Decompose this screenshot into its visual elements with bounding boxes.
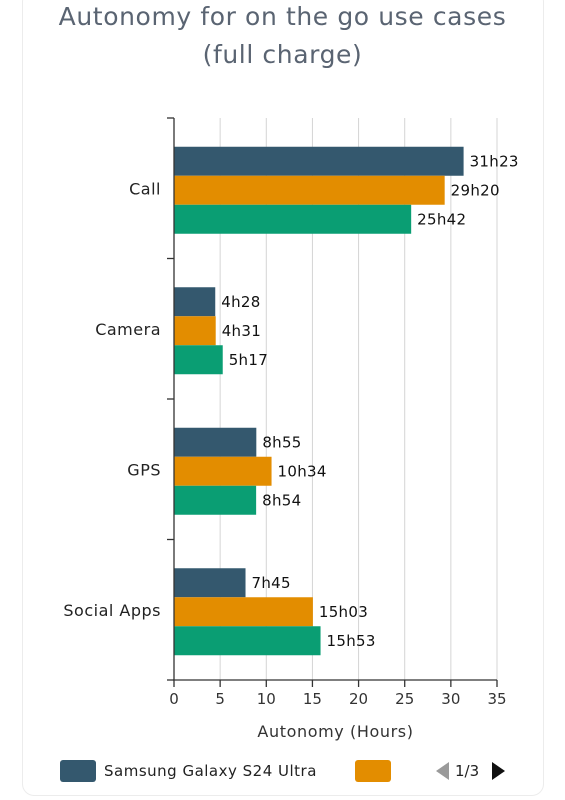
bar	[174, 146, 464, 176]
x-tick-label: 25	[395, 690, 414, 708]
bar	[174, 597, 313, 627]
data-label: 4h31	[222, 322, 261, 340]
legend-page-number: 1/3	[455, 762, 480, 780]
legend: Samsung Galaxy S24 Ultra 1/3	[60, 758, 530, 784]
bar	[174, 316, 216, 346]
category-label: Social Apps	[63, 601, 161, 620]
bar-chart: 31h23 29h20 25h42 Call 4h28 4h31 5h17 Camera 8h5…	[63, 117, 519, 741]
category-label: Call	[129, 179, 161, 198]
next-page-arrow-icon[interactable]	[492, 762, 505, 780]
bar	[174, 485, 257, 515]
x-tick-label: 5	[215, 690, 225, 708]
legend-swatch-1[interactable]	[60, 760, 96, 782]
x-tick-label: 10	[257, 690, 276, 708]
category-label: Camera	[95, 320, 161, 339]
data-label: 7h45	[252, 574, 291, 592]
data-label: 4h28	[221, 293, 260, 311]
data-label: 15h53	[327, 632, 376, 650]
x-tick-label: 35	[487, 690, 506, 708]
data-label: 5h17	[229, 351, 268, 369]
x-tick-label: 0	[169, 690, 179, 708]
legend-pager: 1/3	[436, 758, 526, 784]
data-label: 31h23	[470, 152, 519, 170]
chart-title-line-2: (full charge)	[202, 40, 363, 69]
bar	[174, 345, 223, 375]
bar	[174, 456, 272, 486]
bar	[174, 175, 445, 205]
x-tick-label: 30	[441, 690, 460, 708]
data-label: 15h03	[319, 603, 368, 621]
data-label: 8h55	[262, 433, 301, 451]
bar	[174, 626, 321, 656]
bar	[174, 287, 216, 317]
x-tick-label: 20	[349, 690, 368, 708]
data-label: 10h34	[278, 462, 327, 480]
bar	[174, 204, 412, 234]
bar	[174, 568, 246, 598]
data-label: 8h54	[262, 491, 301, 509]
data-label: 29h20	[451, 181, 500, 199]
legend-label-1[interactable]: Samsung Galaxy S24 Ultra	[104, 762, 317, 780]
chart-card	[22, 0, 544, 796]
x-tick-label: 15	[303, 690, 322, 708]
legend-swatch-2[interactable]	[355, 760, 391, 782]
data-label: 25h42	[417, 210, 466, 228]
chart-title-line-1: Autonomy for on the go use cases	[58, 2, 507, 31]
bar	[174, 427, 257, 457]
previous-page-arrow-icon[interactable]	[436, 762, 449, 780]
category-label: GPS	[127, 460, 161, 479]
x-axis-title: Autonomy (Hours)	[257, 722, 413, 741]
